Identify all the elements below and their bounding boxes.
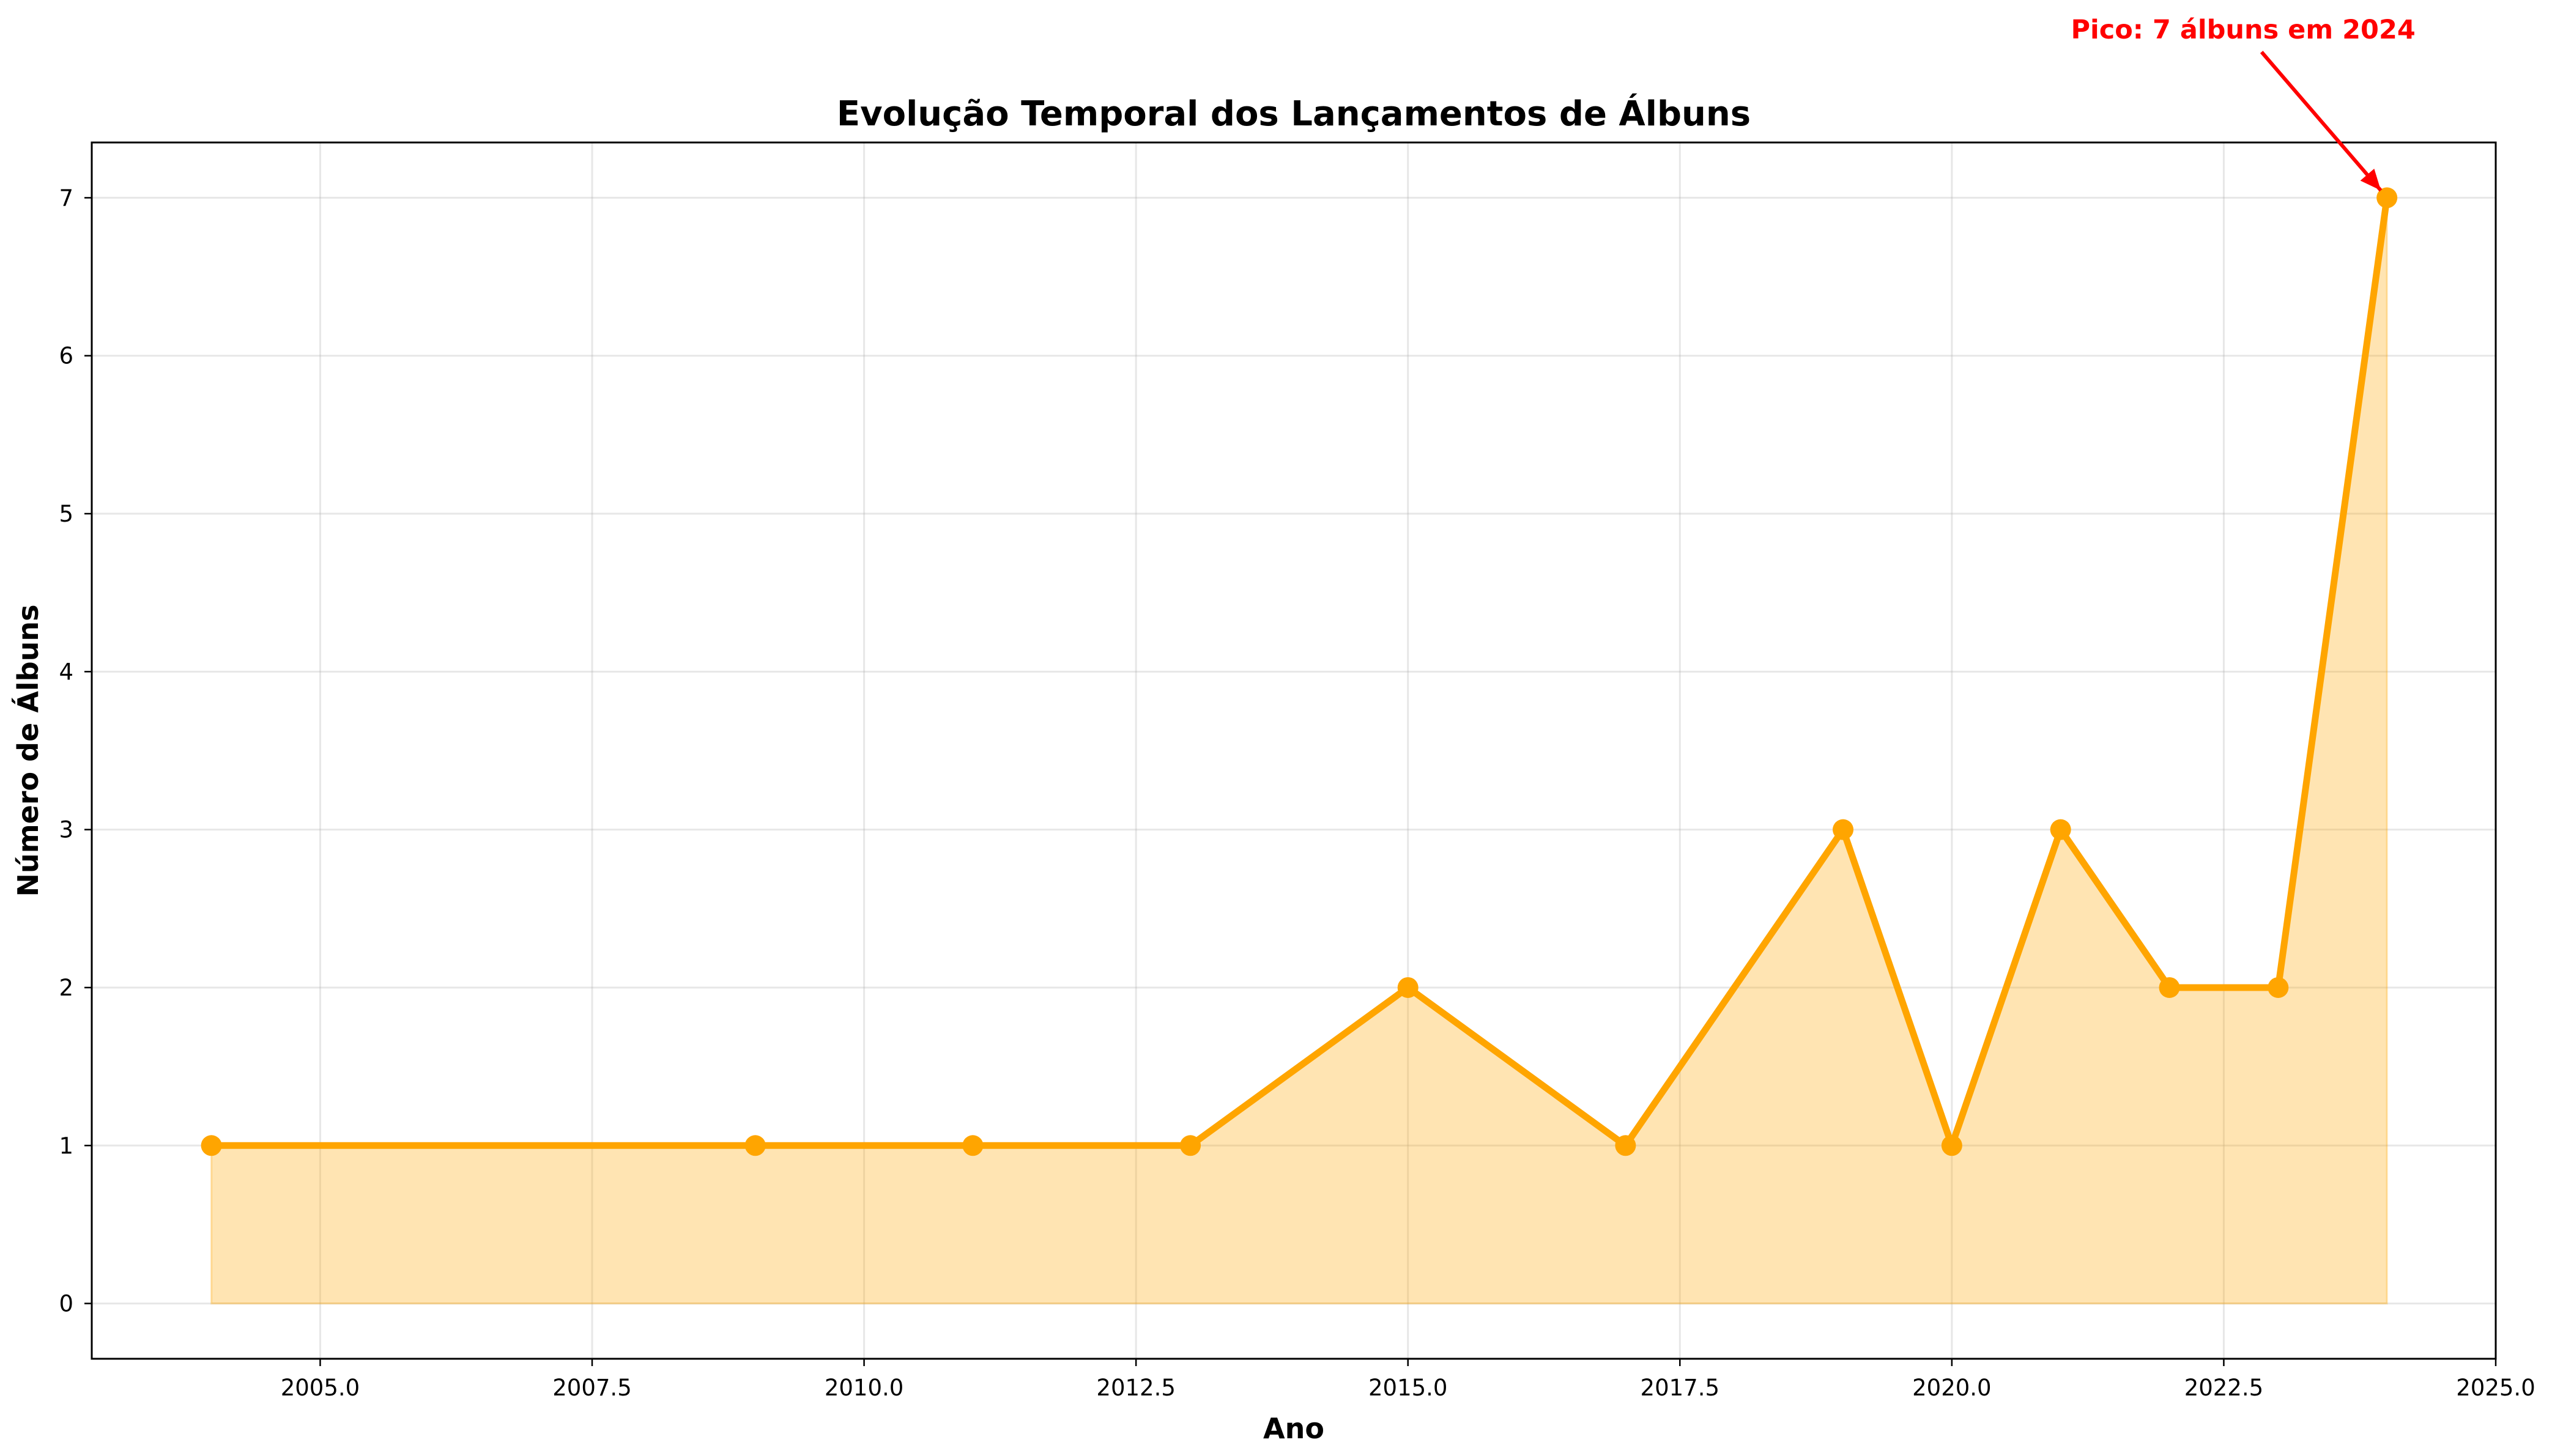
y-tick-label: 4: [59, 659, 73, 685]
annotation-arrow: [2260, 51, 2383, 192]
annotation-arrowhead: [2360, 168, 2381, 191]
plot-frame: [91, 141, 2497, 1360]
y-tick-label: 3: [59, 817, 73, 843]
x-tick-label: 2015.0: [1368, 1375, 1447, 1401]
data-point: [2159, 977, 2180, 998]
line-layer: [208, 194, 2391, 1149]
series-line: [208, 194, 2391, 1149]
y-tick-label: 5: [59, 501, 73, 527]
x-tick-label: 2022.5: [2184, 1375, 2263, 1401]
data-point: [2268, 977, 2289, 998]
data-point: [1941, 1135, 1962, 1156]
x-tick-label: 2005.0: [281, 1375, 360, 1401]
point-layer: [201, 187, 2398, 1156]
data-point: [201, 1135, 222, 1156]
data-point: [962, 1135, 984, 1156]
y-tick-label: 2: [59, 975, 73, 1001]
x-axis: 2005.0 2007.5 2010.0 2012.5 2015.0 2017.5 2020…: [281, 1359, 2535, 1401]
data-point: [1397, 977, 1419, 998]
data-point: [1180, 1135, 1201, 1156]
x-axis-label: Ano: [1263, 1412, 1324, 1445]
x-tick-label: 2012.5: [1096, 1375, 1175, 1401]
y-tick-label: 7: [59, 185, 73, 211]
annotation-layer: Pico: 7 álbuns em 2024: [2071, 15, 2416, 192]
data-point: [1615, 1135, 1636, 1156]
x-tick-label: 2007.5: [552, 1375, 631, 1401]
y-axis: 0 1 2 3 4 5 6 7: [59, 185, 92, 1317]
data-point: [1833, 819, 1854, 840]
y-tick-label: 0: [59, 1291, 73, 1317]
x-tick-label: 2017.5: [1641, 1375, 1719, 1401]
x-tick-label: 2025.0: [2456, 1375, 2535, 1401]
data-point: [744, 1135, 766, 1156]
y-tick-label: 6: [59, 343, 73, 369]
y-axis-label: Número de Álbuns: [12, 605, 45, 897]
data-point: [2050, 819, 2071, 840]
x-tick-label: 2020.0: [1912, 1375, 1991, 1401]
y-tick-label: 1: [59, 1133, 73, 1159]
chart-title: Evolução Temporal dos Lançamentos de Álb…: [837, 94, 1751, 134]
data-point: [2376, 187, 2398, 209]
x-tick-label: 2010.0: [825, 1375, 903, 1401]
annotation-label: Pico: 7 álbuns em 2024: [2071, 15, 2416, 45]
